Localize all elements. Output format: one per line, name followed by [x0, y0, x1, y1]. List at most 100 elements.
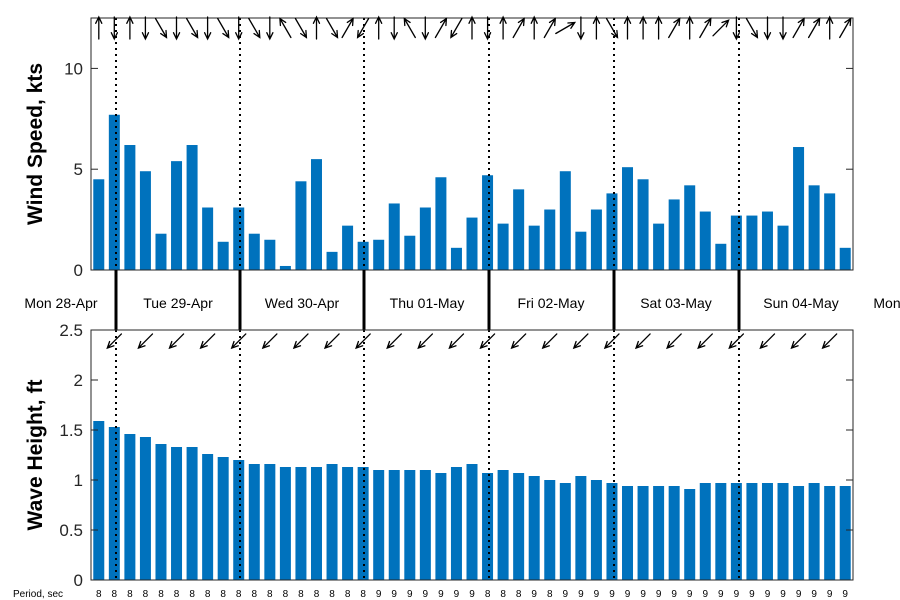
wave-direction-arrow	[790, 333, 807, 350]
wave-bar	[622, 486, 634, 580]
period-value: 9	[391, 589, 397, 600]
wind-direction-arrow	[668, 17, 681, 39]
wind-bar	[388, 203, 400, 270]
wind-direction-arrow	[639, 15, 647, 40]
period-value: 8	[283, 589, 289, 600]
wind-bar	[761, 211, 773, 270]
wind-bar	[155, 233, 167, 270]
wave-bar	[404, 470, 416, 580]
wind-direction-arrow	[185, 17, 199, 39]
wind-direction-arrow	[543, 17, 557, 39]
wind-direction-arrow	[530, 15, 538, 40]
wind-bar	[482, 175, 494, 270]
wind-bar	[793, 147, 805, 270]
wind-ylabel: Wind Speed, kts	[24, 63, 47, 225]
wind-bar	[544, 209, 556, 270]
wind-direction-arrow	[356, 17, 370, 39]
wind-direction-arrow	[555, 21, 577, 35]
wave-bar	[139, 437, 151, 580]
wind-bar	[715, 243, 727, 270]
wind-direction-arrow	[374, 15, 383, 40]
period-value: 8	[267, 589, 273, 600]
period-value: 8	[500, 589, 506, 600]
wave-ylabel: Wave Height, ft	[24, 380, 47, 531]
wind-ytick-label: 10	[64, 59, 83, 78]
wave-bar	[715, 483, 727, 580]
period-value: 8	[112, 589, 118, 600]
wind-direction-arrow	[279, 17, 292, 39]
wave-bar	[435, 473, 447, 580]
wind-bar	[653, 223, 665, 270]
period-value: 8	[329, 589, 335, 600]
wave-bar	[730, 483, 742, 580]
wind-direction-arrow	[686, 15, 694, 40]
day-label: Mon	[873, 295, 900, 311]
wind-bar	[777, 225, 789, 270]
wind-bar	[233, 207, 245, 270]
period-value: 9	[780, 589, 786, 600]
period-value: 8	[236, 589, 242, 600]
wind-bar	[824, 193, 836, 270]
wave-ytick-label: 1	[74, 471, 83, 490]
period-value: 8	[360, 589, 366, 600]
period-value: 8	[485, 589, 491, 600]
wind-bar	[622, 167, 634, 270]
wave-bar	[777, 483, 789, 580]
wave-direction-arrow	[106, 333, 123, 350]
period-value: 8	[516, 589, 522, 600]
wind-direction-arrow	[266, 16, 274, 41]
wind-direction-arrow	[839, 17, 852, 39]
wave-direction-arrow	[230, 333, 247, 350]
wave-bar	[108, 427, 120, 580]
wave-bar	[450, 467, 462, 580]
wave-direction-arrow	[510, 333, 527, 350]
wave-direction-arrow	[697, 333, 713, 350]
wave-direction-arrow	[728, 333, 745, 350]
wave-direction-arrow	[448, 333, 465, 350]
wind-bar	[264, 239, 276, 270]
wave-bar	[824, 486, 836, 580]
wind-direction-arrow	[825, 15, 834, 40]
day-label: Sun 04-May	[763, 295, 838, 311]
wave-bar	[373, 470, 385, 580]
wind-direction-arrow	[154, 17, 168, 39]
wind-direction-arrow	[390, 16, 398, 41]
day-label: Thu 01-May	[390, 295, 465, 311]
wave-direction-arrow	[603, 333, 620, 350]
wind-bar	[202, 207, 214, 270]
wave-bar	[248, 464, 260, 580]
wave-direction-arrow	[572, 333, 589, 350]
wind-bar	[606, 193, 618, 270]
period-value: 9	[656, 589, 662, 600]
wave-bar	[746, 483, 758, 580]
period-value: 9	[718, 589, 724, 600]
wave-bar	[295, 467, 307, 580]
wind-direction-arrow	[403, 17, 416, 39]
wave-bar	[606, 483, 618, 580]
wind-bar	[295, 181, 307, 270]
wind-bar	[668, 199, 680, 270]
wind-bar	[466, 217, 478, 270]
period-value: 9	[563, 589, 569, 600]
wind-bar	[419, 207, 431, 270]
wave-direction-arrow	[261, 333, 278, 350]
wave-direction-arrow	[386, 333, 402, 350]
wind-bar	[497, 223, 509, 270]
wave-bar	[419, 470, 431, 580]
wind-bar	[450, 247, 462, 270]
wave-ytick-label: 2.5	[59, 321, 83, 340]
period-value: 9	[407, 589, 413, 600]
period-value: 9	[687, 589, 693, 600]
wave-height-panel: 0 0.5 1 1.5 2 2.5 Wave Height, ft	[24, 321, 854, 590]
wave-direction-arrow	[759, 333, 776, 350]
wave-bar	[699, 483, 711, 580]
wind-bar	[342, 225, 354, 270]
wind-bar	[528, 225, 540, 270]
wave-bar	[793, 486, 805, 580]
period-value: 9	[842, 589, 848, 600]
wave-axes-frame	[90, 329, 854, 581]
period-value: 8	[345, 589, 351, 600]
wind-bar	[108, 114, 120, 271]
period-value: 9	[625, 589, 631, 600]
wave-direction-arrow	[355, 333, 371, 350]
